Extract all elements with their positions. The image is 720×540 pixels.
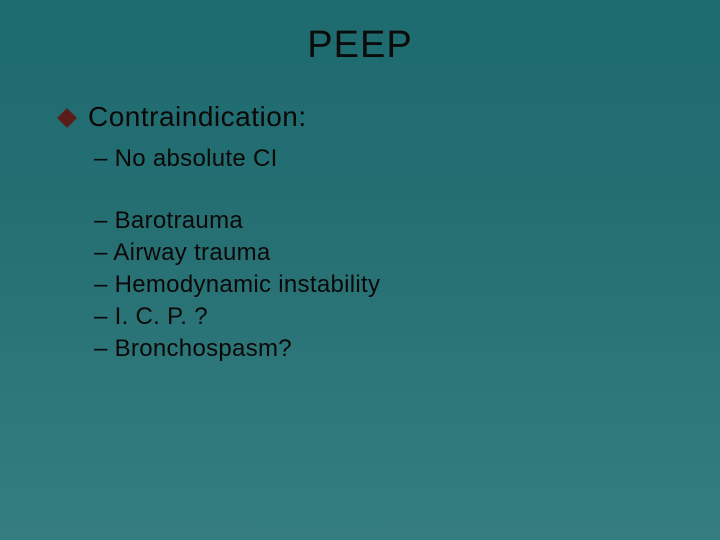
sub-item-group-2: – Barotrauma – Airway trauma – Hemodynam…: [60, 207, 680, 363]
bullet-level1-text: Contraindication:: [88, 101, 307, 133]
sub-item: – No absolute CI: [94, 145, 680, 173]
group-gap: [60, 177, 680, 207]
sub-item: – Airway trauma: [94, 239, 680, 267]
sub-item-group-1: – No absolute CI: [60, 145, 680, 173]
sub-item: – Barotrauma: [94, 207, 680, 235]
sub-item: – I. C. P. ?: [94, 303, 680, 331]
sub-item: – Bronchospasm?: [94, 335, 680, 363]
slide-title: PEEP: [40, 24, 680, 67]
slide-container: PEEP Contraindication: – No absolute CI …: [0, 0, 720, 540]
sub-item: – Hemodynamic instability: [94, 271, 680, 299]
bullet-level1: Contraindication:: [60, 101, 680, 133]
diamond-bullet-icon: [57, 108, 77, 128]
slide-content: Contraindication: – No absolute CI – Bar…: [40, 101, 680, 363]
